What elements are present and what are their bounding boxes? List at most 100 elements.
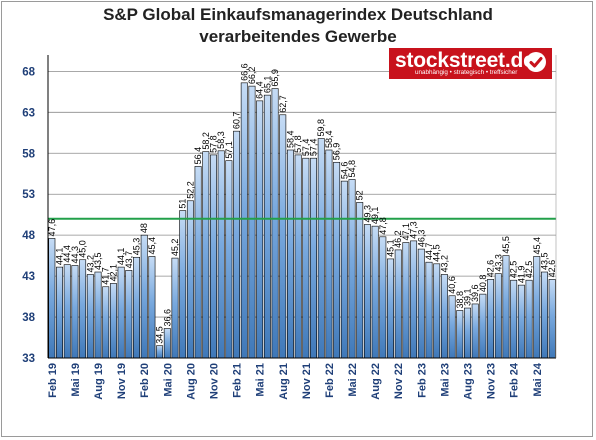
bar <box>348 179 356 359</box>
y-tick-label: 53 <box>22 189 35 201</box>
bar <box>310 157 318 359</box>
bar <box>194 166 202 359</box>
bar <box>63 264 71 359</box>
data-label: 65,1 <box>262 76 272 94</box>
data-label: 44,1 <box>116 248 126 266</box>
bar <box>233 130 241 359</box>
bar <box>417 248 425 359</box>
y-tick-label: 63 <box>22 107 35 119</box>
bar <box>263 94 271 359</box>
x-tick-label: Nov 20 <box>208 363 220 399</box>
data-label: 40,6 <box>447 276 457 294</box>
data-label: 47,3 <box>409 221 419 239</box>
bar <box>125 270 133 359</box>
bar <box>363 224 371 359</box>
x-tick-label: Nov 23 <box>486 363 498 399</box>
bar <box>86 274 94 359</box>
data-label: 43,2 <box>439 255 449 273</box>
data-label: 41,9 <box>516 266 526 284</box>
data-label: 43,5 <box>539 252 549 270</box>
bar <box>387 258 394 359</box>
bar <box>517 284 525 359</box>
logo-name: stockstreet.de <box>395 49 535 72</box>
bar <box>79 259 87 359</box>
bar <box>109 283 117 359</box>
data-label: 43,2 <box>85 255 95 273</box>
x-tick-label: Aug 20 <box>185 363 197 400</box>
x-tick-label: Aug 22 <box>370 363 382 400</box>
bar <box>371 225 379 359</box>
data-label: 56,4 <box>193 147 203 165</box>
bar <box>548 279 556 359</box>
bar <box>456 310 464 359</box>
data-label: 42,6 <box>486 260 496 278</box>
data-label: 42,1 <box>108 264 118 282</box>
bar <box>494 273 502 359</box>
data-label: 58,2 <box>201 132 211 150</box>
bar <box>317 138 325 359</box>
data-label: 49,1 <box>370 207 380 225</box>
data-label: 42,5 <box>509 261 519 279</box>
data-label: 34,5 <box>155 326 165 344</box>
data-label: 64,4 <box>255 81 265 99</box>
bar <box>410 240 418 359</box>
data-label: 39,1 <box>462 289 472 307</box>
data-label: 48 <box>139 223 149 233</box>
data-label: 43,7 <box>124 251 134 269</box>
bar <box>156 345 164 359</box>
x-tick-label: Aug 21 <box>278 363 290 400</box>
x-axis-ticks: Feb 19 Mai 19 Aug 19 Nov 19 Feb 20 Mai 20 Aug … <box>47 362 544 400</box>
data-label: 39,6 <box>470 284 480 302</box>
x-tick-label: Mai 23 <box>439 363 451 397</box>
data-label: 45,2 <box>170 239 180 257</box>
x-tick-label: Aug 23 <box>462 363 474 400</box>
x-tick-label: Feb 20 <box>139 363 151 398</box>
bar <box>525 279 533 359</box>
bar <box>179 210 187 359</box>
bar <box>186 200 194 359</box>
x-tick-label: Feb 24 <box>509 362 521 398</box>
data-label: 49,3 <box>362 205 372 223</box>
data-label: 52,2 <box>185 181 195 199</box>
bar <box>510 279 518 359</box>
bar <box>294 154 302 359</box>
x-tick-label: Mai 21 <box>255 363 267 397</box>
x-tick-label: Aug 19 <box>93 363 105 400</box>
data-label: 56,9 <box>332 143 342 161</box>
bar <box>56 266 64 359</box>
y-axis-ticks: 33 38 43 48 53 58 63 68 <box>22 66 35 365</box>
x-tick-label: Nov 19 <box>116 363 128 399</box>
x-tick-label: Nov 21 <box>301 363 313 399</box>
y-tick-label: 48 <box>22 230 35 242</box>
data-label: 45,1 <box>386 239 396 257</box>
gridlines <box>48 70 556 318</box>
bar <box>433 263 441 359</box>
data-label: 58,4 <box>324 130 334 148</box>
y-tick-label: 58 <box>22 148 35 160</box>
data-label: 57,4 <box>301 139 311 157</box>
bar <box>271 88 279 359</box>
bar <box>425 261 433 359</box>
data-label: 57,4 <box>309 139 319 157</box>
bar <box>202 151 210 359</box>
data-label: 66,6 <box>239 63 249 81</box>
data-label: 57,8 <box>293 135 303 153</box>
bar <box>533 256 541 359</box>
data-label: 58,4 <box>285 130 295 148</box>
x-tick-label: Mai 19 <box>70 363 82 397</box>
y-tick-label: 43 <box>22 271 35 283</box>
y-tick-label: 38 <box>22 312 35 324</box>
data-label: 45,0 <box>78 240 88 258</box>
chart-subtitle: verarbeitendes Gewerbe <box>199 27 397 46</box>
data-label: 42,6 <box>547 260 557 278</box>
bar <box>487 279 495 359</box>
bar <box>279 114 287 359</box>
x-tick-label: Feb 21 <box>232 363 244 398</box>
x-tick-label: Nov 22 <box>393 363 405 399</box>
data-label: 36,6 <box>162 309 172 327</box>
data-label: 66,2 <box>247 67 257 85</box>
data-label: 44,5 <box>432 244 442 262</box>
data-label: 47,8 <box>378 217 388 235</box>
